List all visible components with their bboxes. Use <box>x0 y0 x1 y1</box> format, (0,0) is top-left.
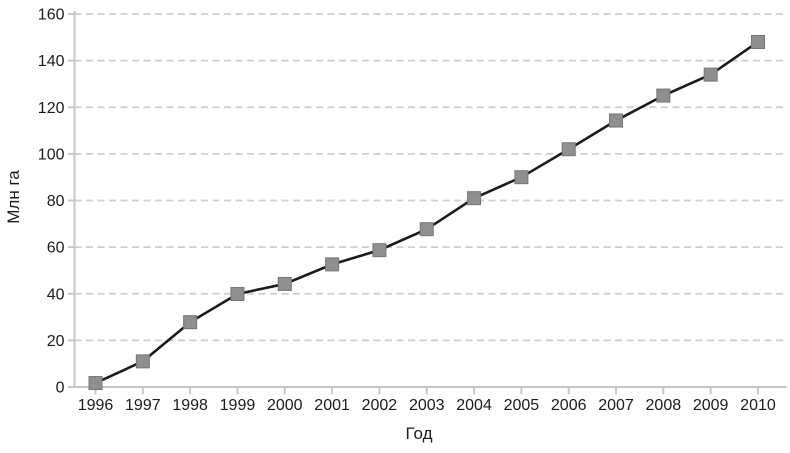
x-tick-label-2000: 2000 <box>267 397 303 414</box>
x-tick-label-2003: 2003 <box>409 397 445 414</box>
data-point-2002 <box>372 243 387 258</box>
x-tick-label-2010: 2010 <box>740 397 776 414</box>
y-tick-label-0: 0 <box>56 380 65 397</box>
y-tick-label-20: 20 <box>47 333 65 350</box>
y-tick-label-40: 40 <box>47 286 65 303</box>
y-axis-title: Млн га <box>4 170 23 224</box>
x-tick-label-2008: 2008 <box>646 397 682 414</box>
x-tick-label-1998: 1998 <box>172 397 208 414</box>
data-point-2007 <box>609 113 624 128</box>
x-tick-label-2001: 2001 <box>314 397 350 414</box>
x-tick-label-1997: 1997 <box>125 397 161 414</box>
x-tick-label-2004: 2004 <box>456 397 492 414</box>
data-point-2000 <box>277 276 292 291</box>
x-tick-label-2007: 2007 <box>598 397 634 414</box>
data-point-2008 <box>656 88 671 103</box>
x-tick-label-2005: 2005 <box>504 397 540 414</box>
y-tick-label-60: 60 <box>47 240 65 257</box>
y-tick-label-120: 120 <box>38 100 65 117</box>
data-point-2010 <box>750 34 765 49</box>
x-tick-label-1996: 1996 <box>78 397 114 414</box>
data-point-2003 <box>419 222 434 237</box>
data-point-2006 <box>561 142 576 157</box>
x-tick-label-2006: 2006 <box>551 397 587 414</box>
data-point-2001 <box>325 257 340 272</box>
data-point-2004 <box>467 191 482 206</box>
data-point-1997 <box>135 354 150 369</box>
data-point-2009 <box>703 67 718 82</box>
x-tick-label-2002: 2002 <box>362 397 398 414</box>
x-tick-label-2009: 2009 <box>693 397 729 414</box>
x-tick-label-1999: 1999 <box>220 397 256 414</box>
y-tick-label-100: 100 <box>38 146 65 163</box>
data-point-1996 <box>88 376 103 391</box>
y-tick-label-140: 140 <box>38 53 65 70</box>
y-tick-label-80: 80 <box>47 193 65 210</box>
x-axis-title: Год <box>405 424 433 443</box>
data-point-1998 <box>183 315 198 330</box>
y-tick-label-160: 160 <box>38 7 65 24</box>
data-point-1999 <box>230 286 245 301</box>
data-point-2005 <box>514 170 529 185</box>
